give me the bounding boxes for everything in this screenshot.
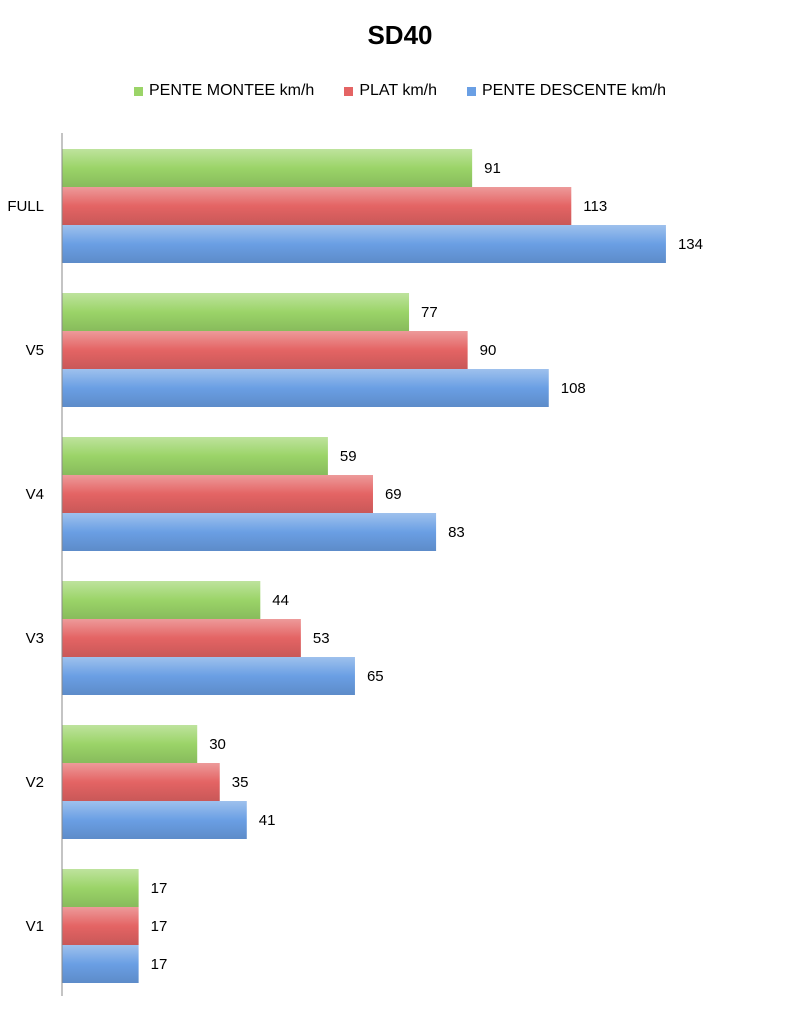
value-label-v4-plat: 69 (385, 486, 402, 503)
value-label-v5-plat: 90 (480, 342, 497, 359)
bar-v4-pente-montee (62, 437, 328, 475)
bar-full-pente-montee (62, 149, 473, 187)
legend-item-pente-montee: PENTE MONTEE km/h (133, 82, 315, 100)
chart-title: SD40 (367, 20, 433, 50)
bar-v5-plat (62, 331, 468, 369)
value-label-full-plat: 113 (583, 198, 607, 215)
value-label-full-pente-montee: 91 (484, 160, 501, 177)
value-label-v2-plat: 35 (232, 774, 249, 791)
bar-full-pente-descente (62, 225, 666, 263)
bar-v4-plat (62, 475, 373, 513)
bar-v3-pente-montee (62, 581, 261, 619)
category-label-v4: V4 (26, 486, 44, 503)
value-label-v4-pente-descente: 83 (448, 524, 465, 541)
bar-v5-pente-descente (62, 369, 549, 407)
legend-item-pente-descente: PENTE DESCENTE km/h (466, 82, 667, 100)
bar-v2-pente-montee (62, 725, 198, 763)
value-label-v1-pente-descente: 17 (151, 956, 168, 973)
bar-v5-pente-montee (62, 293, 410, 331)
value-label-v3-pente-montee: 44 (272, 592, 289, 609)
legend-swatch-plat (344, 86, 354, 96)
category-label-v1: V1 (26, 918, 44, 935)
legend-label-plat: PLAT km/h (359, 82, 437, 99)
value-label-v1-plat: 17 (151, 918, 168, 935)
legend-swatch-pente-montee (133, 86, 143, 96)
category-label-v5: V5 (26, 342, 44, 359)
bar-v1-pente-montee (62, 869, 139, 907)
legend: PENTE MONTEE km/h PLAT km/h PENTE DESCEN… (0, 82, 800, 100)
value-label-v4-pente-montee: 59 (340, 448, 357, 465)
bar-v1-pente-descente (62, 945, 139, 983)
value-label-v5-pente-montee: 77 (421, 304, 438, 321)
legend-label-pente-descente: PENTE DESCENTE km/h (481, 82, 667, 99)
value-label-full-pente-descente: 134 (678, 236, 703, 253)
bar-v2-pente-descente (62, 801, 247, 839)
value-label-v5-pente-descente: 108 (561, 380, 586, 397)
category-label-v3: V3 (26, 630, 44, 647)
bar-v2-plat (62, 763, 220, 801)
value-label-v1-pente-montee: 17 (151, 880, 168, 897)
value-label-v2-pente-descente: 41 (259, 812, 276, 829)
bar-v4-pente-descente (62, 513, 437, 551)
bar-v3-pente-descente (62, 657, 355, 695)
bars-layer: FULL 91 113 134 V5 77 90 108 V4 59 69 83 V3 44 53 65 V2 3… (7, 149, 703, 983)
category-label-v2: V2 (26, 774, 44, 791)
value-label-v3-plat: 53 (313, 630, 330, 647)
value-label-v2-pente-montee: 30 (209, 736, 226, 753)
bar-full-plat (62, 187, 572, 225)
bar-v1-plat (62, 907, 139, 945)
legend-label-pente-montee: PENTE MONTEE km/h (148, 82, 315, 99)
legend-item-plat: PLAT km/h (344, 82, 437, 100)
legend-swatch-pente-descente (466, 86, 476, 96)
value-label-v3-pente-descente: 65 (367, 668, 384, 685)
category-label-full: FULL (7, 198, 44, 215)
bar-v3-plat (62, 619, 301, 657)
